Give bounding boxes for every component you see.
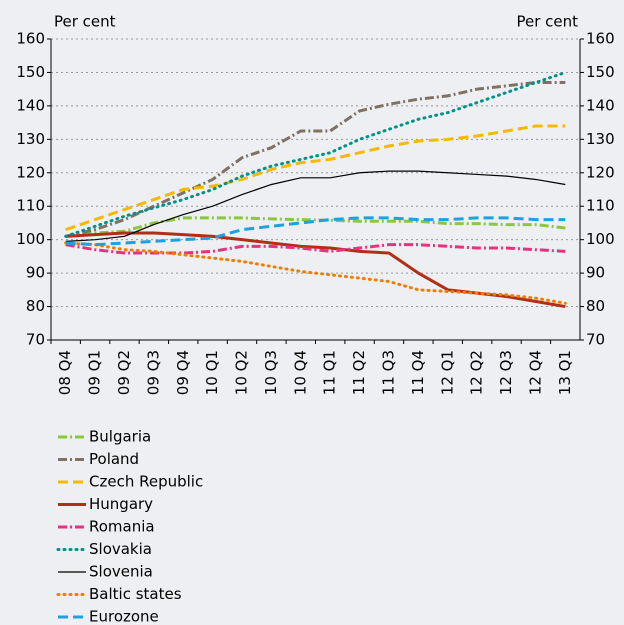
series-line [65,216,566,247]
x-tick-label: 11 Q1 [321,350,339,395]
x-tick-label: 12 Q2 [468,350,486,395]
x-tick-label: 12 Q4 [526,350,544,395]
y-tick-label: 150 [16,63,45,81]
legend-label: Baltic states [89,585,182,603]
y-tick-label: 140 [16,96,45,114]
x-tick-label: 11 Q2 [350,350,368,395]
series-line [64,70,567,238]
x-tick-label: 08 Q4 [56,350,74,395]
y-tick-label: 130 [16,130,45,148]
x-tick-label: 12 Q3 [497,350,515,395]
y-tick-label: 110 [16,197,45,215]
y-tick-label: 80 [26,297,45,315]
y-tick-label: 120 [16,163,45,181]
x-tick-label: 10 Q3 [262,350,280,395]
y-tick-label: 90 [26,264,45,282]
legend-label: Slovenia [89,563,153,581]
y-axis-label: Per cent [54,13,116,31]
x-tick-label: 11 Q4 [409,350,427,395]
y2-axis-label: Per cent [516,13,578,31]
series-line [65,231,566,309]
y-tick-label: 160 [16,30,45,48]
legend-label: Eurozone [89,608,159,625]
legend-label: Slovakia [89,540,152,558]
series-line [65,80,566,238]
y2-tick-label: 120 [586,163,615,181]
series-line [65,216,566,238]
y2-tick-label: 160 [586,30,615,48]
y2-tick-label: 90 [586,264,605,282]
series-line [64,241,567,305]
x-tick-label: 10 Q2 [233,350,251,395]
y2-tick-label: 70 [586,331,605,349]
legend-label: Hungary [89,495,153,513]
y-tick-label: 100 [16,230,45,248]
series-line [65,170,566,242]
x-tick-label: 12 Q1 [438,350,456,395]
y-tick-label: 70 [26,331,45,349]
x-tick-label: 10 Q1 [203,350,221,395]
x-tick-label: 13 Q1 [556,350,574,395]
y2-tick-label: 130 [586,130,615,148]
x-tick-label: 10 Q4 [291,350,309,395]
legend-label: Czech Republic [89,473,203,491]
series-line [65,243,566,255]
y2-tick-label: 150 [586,63,615,81]
legend-label: Poland [89,450,139,468]
y2-tick-label: 100 [586,230,615,248]
series-line [65,124,566,232]
y2-tick-label: 80 [586,297,605,315]
x-tick-label: 09 Q1 [86,350,104,395]
x-tick-label: 09 Q2 [115,350,133,395]
y2-tick-label: 110 [586,197,615,215]
legend-label: Romania [89,518,155,536]
x-tick-label: 09 Q4 [174,350,192,395]
x-tick-label: 11 Q3 [379,350,397,395]
x-tick-label: 09 Q3 [144,350,162,395]
legend-label: Bulgaria [89,428,151,446]
y2-tick-label: 140 [586,96,615,114]
